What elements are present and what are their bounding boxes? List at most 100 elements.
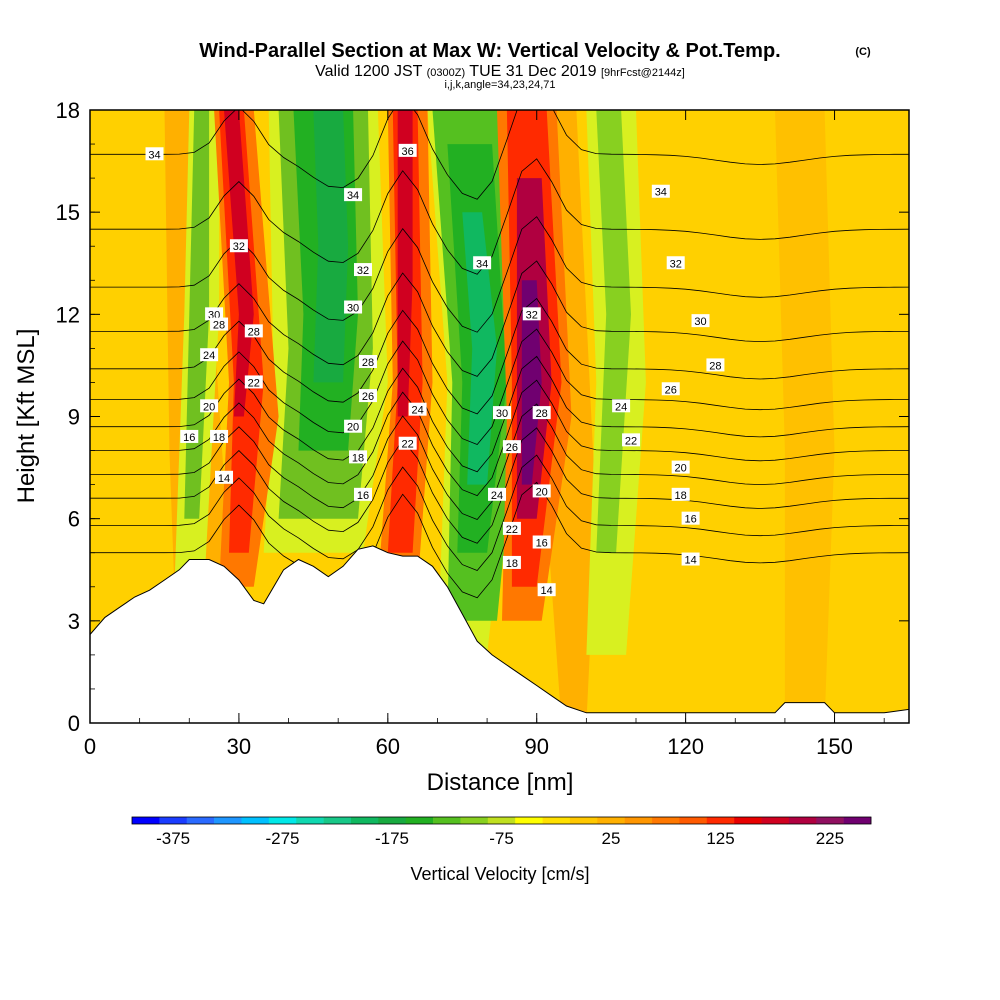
updraft-core [397, 110, 413, 417]
contour-label: 20 [671, 460, 690, 475]
svg-text:18: 18 [506, 558, 518, 570]
colorbar-swatch [350, 817, 379, 824]
colorbar-swatch [816, 817, 844, 824]
contour-label: 34 [344, 188, 363, 202]
svg-text:20: 20 [536, 486, 548, 498]
theta-contour [90, 110, 909, 200]
colorbar-swatch [597, 817, 625, 824]
colorbar-swatch [679, 817, 708, 824]
svg-text:28: 28 [248, 326, 260, 338]
colorbar-label: Vertical Velocity [cm/s] [410, 864, 589, 884]
svg-text:28: 28 [213, 320, 225, 332]
downdraft-band [462, 212, 497, 485]
svg-text:22: 22 [506, 524, 518, 536]
svg-text:20: 20 [675, 463, 687, 475]
contour-label: 24 [408, 402, 427, 417]
terrain [90, 545, 909, 723]
svg-text:14: 14 [218, 473, 230, 485]
contour-label: 32 [229, 239, 248, 253]
contour-label: 24 [488, 487, 507, 502]
svg-text:28: 28 [362, 357, 374, 369]
svg-text:20: 20 [203, 401, 215, 413]
copyright-mark: (C) [855, 46, 871, 58]
colorbar-swatch [542, 817, 571, 824]
svg-text:30: 30 [496, 408, 508, 420]
x-tick-label: 120 [667, 734, 704, 759]
svg-text:24: 24 [411, 405, 423, 417]
y-tick-label: 0 [68, 711, 80, 736]
x-tick-label: 30 [227, 734, 251, 759]
contour-label: 14 [681, 552, 700, 567]
svg-text:16: 16 [357, 490, 369, 502]
contour-label: 28 [358, 355, 377, 369]
colorbar-swatch [241, 817, 270, 824]
svg-text:34: 34 [347, 190, 359, 202]
theta-contour [90, 427, 909, 544]
contour-label: 16 [681, 511, 700, 526]
colorbar-swatch [214, 817, 242, 824]
contour-label: 30 [492, 406, 511, 420]
theta-contour [90, 454, 909, 571]
colorbar-swatch [405, 817, 434, 824]
theta-contour [90, 355, 909, 473]
y-tick-label: 15 [56, 200, 80, 225]
contour-label: 32 [354, 263, 372, 277]
contour-label: 36 [398, 143, 417, 158]
colorbar-swatch [761, 817, 790, 824]
colorbar-swatch [843, 817, 872, 824]
svg-text:26: 26 [362, 391, 374, 403]
svg-text:34: 34 [476, 258, 488, 270]
subtitle-valid: Valid 1200 JST [315, 63, 423, 80]
contour-label: 22 [502, 521, 521, 536]
contour-label: 22 [244, 375, 263, 389]
svg-text:34: 34 [655, 187, 667, 199]
svg-text:26: 26 [665, 384, 677, 396]
contour-label: 34 [473, 256, 492, 270]
svg-text:14: 14 [541, 585, 553, 597]
svg-text:22: 22 [625, 435, 637, 447]
updraft-core [521, 280, 542, 485]
y-axis-label: Height [Kft MSL] [13, 329, 40, 504]
svg-text:24: 24 [615, 401, 627, 413]
y-tick-label: 9 [68, 405, 80, 430]
theta-contour [90, 260, 909, 377]
svg-text:36: 36 [402, 146, 414, 158]
svg-text:28: 28 [536, 408, 548, 420]
colorbar-swatch [186, 817, 215, 824]
contour-label: 14 [537, 583, 556, 597]
svg-text:16: 16 [536, 538, 548, 550]
plot-area: 34 32 30 28 24 20 16 18 14 28 22 34 32 30 28 26 20 18 16 36… [90, 110, 909, 723]
svg-text:22: 22 [402, 439, 414, 451]
contour-label: 20 [344, 419, 363, 434]
colorbar-swatch [788, 817, 817, 824]
velocity-band [775, 110, 835, 723]
x-tick-label: 0 [84, 734, 96, 759]
contour-label: 16 [532, 535, 551, 550]
contour-label: 34 [145, 147, 164, 161]
x-axis-label: Distance [nm] [427, 769, 574, 796]
contour-label: 30 [691, 314, 710, 328]
theta-contour [90, 379, 909, 497]
subtitle-date: TUE 31 Dec 2019 [469, 63, 596, 80]
updraft-core [224, 110, 254, 417]
colorbar-tick-label: -275 [265, 829, 299, 848]
contour-label: 20 [200, 399, 219, 413]
colorbar-swatch [652, 817, 680, 824]
contour-label: 20 [532, 484, 551, 498]
y-tick-label: 3 [68, 609, 80, 634]
contour-label: 26 [358, 389, 377, 403]
contour-label: 28 [706, 358, 725, 372]
svg-text:18: 18 [675, 490, 687, 502]
subtitle-forecast: [9hrFcst@2144z] [601, 67, 685, 79]
svg-text:32: 32 [526, 309, 538, 321]
contour-label: 18 [349, 450, 368, 464]
colorbar-tick-label: 25 [602, 829, 621, 848]
svg-text:30: 30 [694, 316, 706, 328]
colorbar-swatch [378, 817, 406, 824]
contour-label: 30 [344, 300, 363, 315]
y-tick-label: 12 [56, 302, 80, 327]
chart-indices: i,j,k,angle=34,23,24,71 [444, 79, 555, 91]
colorbar-swatch [268, 817, 297, 824]
colorbar-swatch [569, 817, 598, 824]
contour-label: 16 [180, 429, 199, 444]
